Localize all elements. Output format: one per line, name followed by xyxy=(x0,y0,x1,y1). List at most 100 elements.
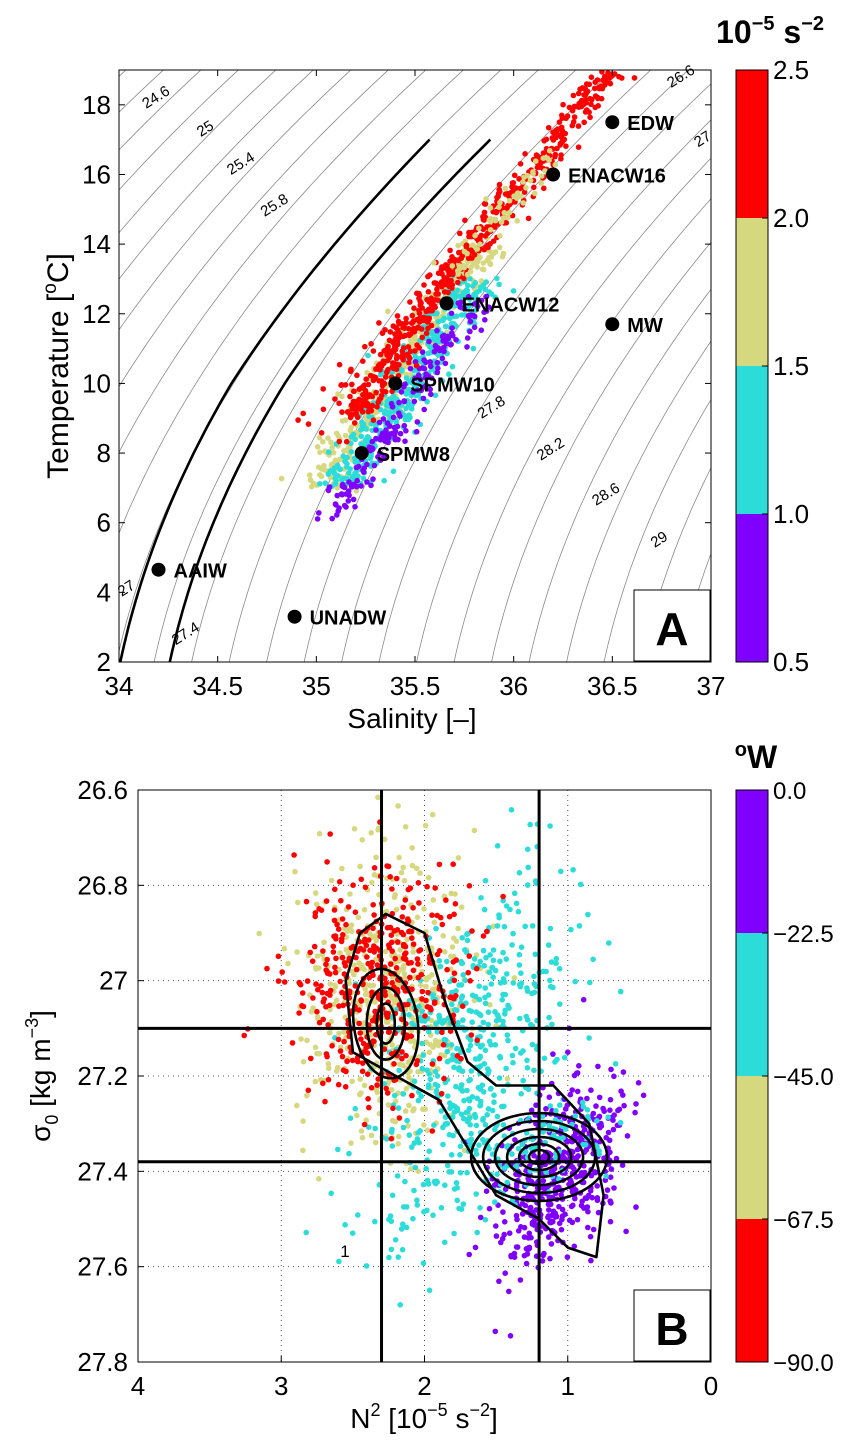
scatter-point xyxy=(362,343,368,350)
scatter-point xyxy=(275,953,282,960)
scatter-point xyxy=(325,435,331,441)
scatter-point xyxy=(327,831,334,837)
scatter-point xyxy=(407,1038,414,1045)
scatter-point xyxy=(449,363,456,370)
x-tick-label: 1 xyxy=(561,1371,575,1401)
scatter-point xyxy=(432,1037,439,1044)
density-contour-outer xyxy=(344,912,605,1259)
scatter-point xyxy=(500,1209,506,1215)
scatter-point xyxy=(515,1145,522,1152)
scatter-point xyxy=(448,1042,455,1048)
scatter-point xyxy=(462,217,468,224)
scatter-point xyxy=(545,942,552,948)
scatter-point xyxy=(481,309,487,316)
scatter-point xyxy=(448,1169,455,1175)
scatter-point xyxy=(407,365,414,372)
scatter-point xyxy=(485,992,492,998)
scatter-point xyxy=(369,402,376,409)
scatter-point xyxy=(558,1226,565,1233)
scatter-point xyxy=(315,986,321,993)
scatter-point xyxy=(264,965,270,972)
scatter-point xyxy=(330,943,337,950)
scatter-point xyxy=(455,279,461,286)
scatter-point xyxy=(326,449,332,455)
scatter-point xyxy=(429,912,435,918)
scatter-point xyxy=(377,371,384,378)
colorbar-segment xyxy=(736,790,768,933)
scatter-point xyxy=(348,434,355,440)
scatter-point xyxy=(451,977,458,984)
scatter-point xyxy=(448,270,455,277)
scatter-point xyxy=(453,1083,459,1090)
scatter-point xyxy=(408,320,415,326)
scatter-point xyxy=(349,381,355,388)
scatter-point xyxy=(414,381,421,388)
scatter-point xyxy=(396,1061,403,1067)
scatter-point xyxy=(419,988,426,995)
scatter-point xyxy=(295,899,301,906)
scatter-point xyxy=(440,933,447,939)
scatter-point xyxy=(416,900,422,906)
scatter-point xyxy=(421,282,427,288)
scatter-point xyxy=(376,396,383,403)
scatter-point xyxy=(540,155,547,161)
scatter-point xyxy=(386,354,393,361)
scatter-point xyxy=(371,912,377,918)
scatter-point xyxy=(401,422,408,429)
scatter-point xyxy=(358,1036,364,1042)
scatter-point xyxy=(429,811,436,818)
scatter-point xyxy=(552,153,558,160)
scatter-point xyxy=(364,1071,371,1077)
scatter-point xyxy=(560,101,566,108)
scatter-point xyxy=(473,965,480,972)
scatter-point xyxy=(453,1180,460,1186)
isopycnal-line xyxy=(378,119,711,662)
scatter-point xyxy=(394,1006,400,1012)
scatter-point xyxy=(460,290,467,296)
scatter-point xyxy=(381,836,388,843)
scatter-point xyxy=(435,297,441,304)
scatter-point xyxy=(376,320,382,326)
scatter-point xyxy=(418,317,425,324)
water-mass-marker xyxy=(546,167,561,182)
scatter-point xyxy=(333,1068,340,1074)
scatter-point xyxy=(471,956,478,962)
scatter-point xyxy=(410,1215,416,1222)
scatter-point xyxy=(428,391,434,398)
scatter-point xyxy=(414,914,421,921)
scatter-point xyxy=(511,1250,518,1257)
scatter-point xyxy=(521,189,528,195)
scatter-point xyxy=(588,1087,594,1093)
scatter-point xyxy=(554,126,561,132)
scatter-point xyxy=(464,1169,470,1176)
scatter-point xyxy=(454,1053,461,1059)
water-mass-marker xyxy=(439,296,454,311)
scatter-point xyxy=(326,1065,332,1072)
scatter-point xyxy=(559,115,566,121)
scatter-point xyxy=(410,905,416,911)
x-tick-label: 4 xyxy=(131,1371,145,1401)
scatter-point xyxy=(387,409,394,415)
scatter-point xyxy=(458,295,465,301)
scatter-point xyxy=(607,1149,613,1156)
panel-a-scatter xyxy=(278,70,638,522)
scatter-point xyxy=(337,1048,344,1054)
scatter-point xyxy=(431,999,438,1005)
scatter-point xyxy=(461,248,468,255)
scatter-point xyxy=(533,1102,539,1108)
scatter-point xyxy=(499,253,506,260)
scatter-point xyxy=(441,1037,448,1043)
scatter-point xyxy=(520,1211,526,1217)
scatter-point xyxy=(400,345,407,351)
scatter-point xyxy=(584,1204,591,1210)
scatter-point xyxy=(415,880,422,886)
scatter-point xyxy=(400,1091,407,1097)
scatter-point xyxy=(524,1057,530,1064)
isopycnal-label: 27 xyxy=(691,128,714,151)
scatter-point xyxy=(418,1018,425,1024)
scatter-point xyxy=(459,935,466,941)
scatter-point xyxy=(473,1151,480,1157)
scatter-point xyxy=(635,1080,642,1086)
scatter-point xyxy=(442,265,448,271)
scatter-point xyxy=(529,990,535,997)
